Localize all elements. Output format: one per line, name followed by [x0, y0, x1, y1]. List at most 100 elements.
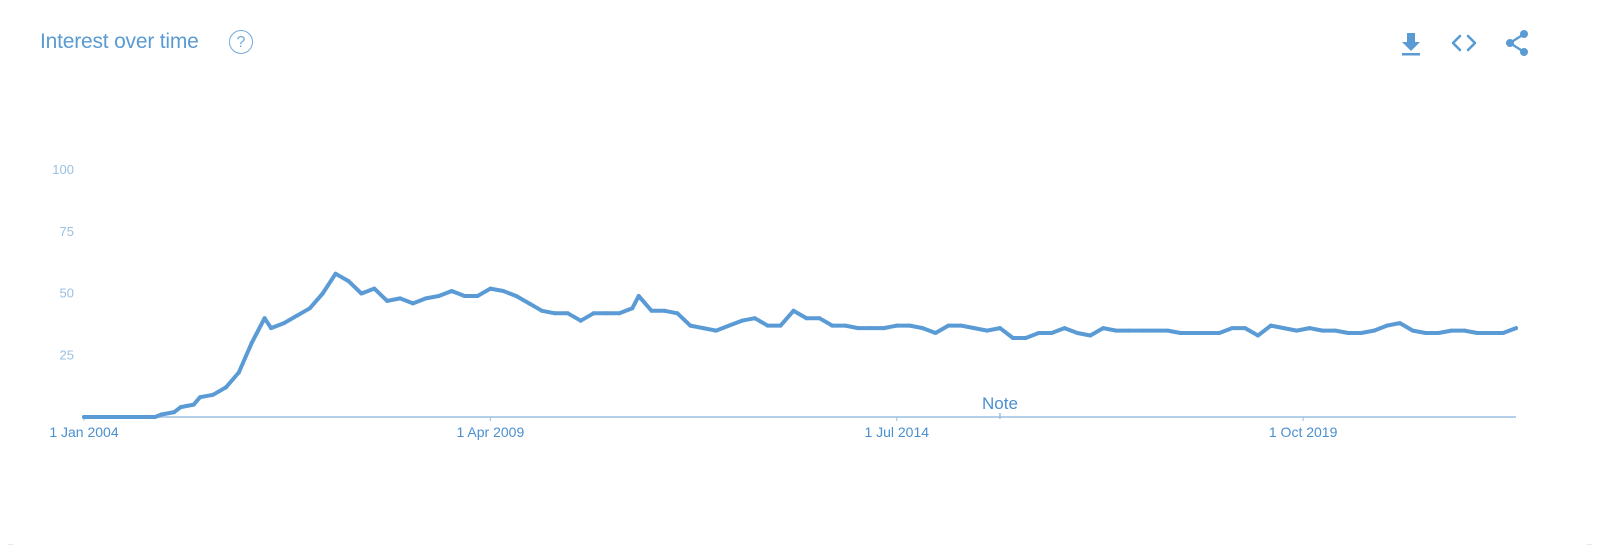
data-point [907, 323, 912, 328]
data-point [1204, 331, 1209, 335]
data-point [1385, 323, 1389, 328]
note-annotation[interactable]: Note [982, 394, 1018, 413]
share-icon[interactable] [1502, 28, 1532, 58]
help-icon[interactable]: ? [229, 30, 253, 54]
data-point [959, 323, 964, 328]
data-point [1075, 331, 1080, 335]
data-point [282, 321, 286, 326]
data-point [1449, 328, 1454, 333]
data-point [1191, 331, 1196, 335]
data-point [398, 296, 403, 301]
data-point [1359, 331, 1364, 335]
data-point [436, 294, 441, 298]
data-point [920, 326, 925, 331]
data-point [294, 313, 299, 318]
data-point [1152, 328, 1157, 333]
y-tick-label: 75 [60, 224, 74, 239]
data-point [346, 279, 351, 284]
x-tick-label: 1 Jul 2014 [864, 424, 929, 440]
data-point [1410, 328, 1415, 333]
data-point [617, 311, 622, 316]
corner-mark-right: .. [1586, 537, 1592, 547]
data-point [1372, 328, 1377, 333]
data-point [1462, 328, 1467, 333]
data-point [830, 323, 835, 328]
data-point [714, 328, 719, 333]
data-point [307, 306, 312, 311]
data-point [998, 326, 1002, 331]
data-point [894, 323, 899, 328]
data-point [178, 405, 183, 410]
data-point [540, 308, 544, 313]
data-point [488, 286, 493, 291]
data-point [1423, 331, 1428, 335]
x-tick-label: 1 Apr 2009 [457, 424, 525, 440]
data-point [514, 294, 519, 298]
data-point [765, 323, 770, 328]
data-point [172, 410, 177, 415]
chart-header: Interest over time ? [0, 0, 1600, 90]
data-point [223, 385, 228, 390]
data-point [385, 298, 390, 303]
data-point [527, 301, 532, 306]
data-point [1488, 331, 1493, 335]
data-point [881, 326, 886, 331]
data-point [1333, 328, 1338, 333]
data-point [972, 326, 977, 331]
data-point [1010, 336, 1015, 340]
y-tick-label: 50 [60, 286, 74, 301]
data-point [578, 318, 583, 323]
data-point [701, 326, 706, 331]
data-point [630, 306, 635, 311]
data-point [359, 291, 364, 296]
data-point [1114, 328, 1119, 333]
data-point [449, 289, 454, 293]
data-point [1320, 328, 1325, 333]
data-point [1230, 326, 1235, 331]
x-tick-label: 1 Oct 2019 [1269, 424, 1338, 440]
data-point [501, 289, 506, 293]
data-point [82, 415, 86, 419]
data-point [591, 311, 596, 316]
data-point [946, 323, 951, 328]
data-point [1049, 331, 1054, 335]
embed-code-icon[interactable] [1449, 28, 1479, 58]
data-point [1307, 326, 1312, 331]
data-point [636, 294, 641, 298]
data-point [778, 323, 783, 328]
y-tick-label: 25 [60, 347, 74, 362]
data-point [1243, 326, 1248, 331]
data-point [817, 316, 822, 321]
data-point [1346, 331, 1351, 335]
data-point [1268, 323, 1273, 328]
data-point [159, 412, 164, 417]
data-point [372, 286, 377, 291]
data-point [475, 294, 480, 298]
data-point [1062, 326, 1067, 331]
data-point [662, 308, 667, 313]
data-point [804, 316, 809, 321]
data-point [1088, 333, 1093, 338]
x-tick-label: 1 Jan 2004 [49, 424, 118, 440]
data-point [688, 323, 693, 328]
data-point [114, 415, 119, 419]
data-point [552, 311, 557, 316]
data-point [1139, 328, 1144, 333]
data-point [1514, 326, 1518, 331]
data-point [1475, 331, 1480, 335]
data-point [1397, 321, 1402, 326]
download-icon[interactable] [1396, 28, 1426, 58]
data-point [604, 311, 609, 316]
data-point [933, 331, 938, 335]
data-point [869, 326, 873, 331]
data-point [856, 326, 861, 331]
data-point [211, 392, 215, 397]
data-point [153, 415, 157, 419]
data-point [727, 323, 731, 328]
data-point [249, 340, 254, 345]
data-point [1101, 326, 1106, 331]
data-point [752, 316, 757, 321]
series-line [82, 271, 1518, 419]
data-point [1294, 328, 1299, 333]
